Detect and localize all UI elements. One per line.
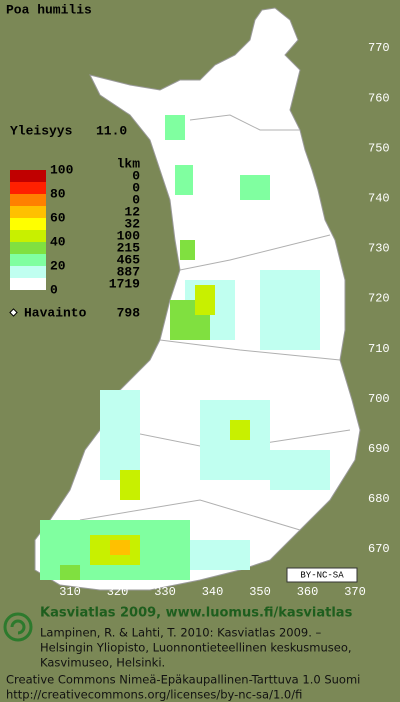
legend-swatch	[10, 182, 46, 194]
legend-swatch	[10, 266, 46, 278]
legend-swatch	[10, 278, 46, 290]
legend-count: 887	[117, 264, 140, 279]
footer: Lampinen, R. & Lahti, T. 2010: Kasviatla…	[6, 626, 360, 702]
citation-line: Helsingin Yliopisto, Luonnontieteellinen…	[40, 641, 352, 655]
x-axis-label: 340	[202, 585, 224, 599]
logo	[3, 612, 33, 642]
legend-count: 12	[124, 204, 140, 219]
observation-icon	[9, 308, 18, 317]
legend-scale-label: 100	[50, 162, 74, 177]
y-axis-label: 770	[368, 41, 390, 55]
count-header: lkm	[117, 156, 141, 171]
legend-swatch	[10, 194, 46, 206]
legend-count: 0	[132, 180, 140, 195]
y-axis-label: 710	[368, 342, 390, 356]
legend-swatch	[10, 242, 46, 254]
legend-swatch	[10, 230, 46, 242]
legend-swatch	[10, 206, 46, 218]
legend-count: 100	[117, 228, 141, 243]
y-axis-label: 740	[368, 191, 390, 205]
legend-count: 0	[132, 168, 140, 183]
frequency-label: Yleisyys	[10, 123, 73, 138]
legend-scale-label: 20	[50, 258, 66, 273]
citation-line: Kasvimuseo, Helsinki.	[40, 656, 165, 670]
frequency-value: 11.0	[96, 123, 127, 138]
species-title: Poa humilis	[6, 2, 92, 17]
legend-scale-label: 0	[50, 282, 58, 297]
y-axis-label: 750	[368, 141, 390, 155]
legend-count: 215	[117, 240, 141, 255]
legend-count: 32	[124, 216, 140, 231]
observation-count: 798	[117, 305, 141, 320]
license-badge[interactable]	[286, 567, 358, 583]
y-axis-label: 670	[368, 542, 390, 556]
legend-scale-label: 80	[50, 186, 66, 201]
footer-heading[interactable]: Kasviatlas 2009, www.luomus.fi/kasviatla…	[40, 606, 353, 621]
legend-scale-label: 40	[50, 234, 66, 249]
x-axis-label: 330	[154, 585, 176, 599]
y-axis-label: 700	[368, 392, 390, 406]
legend-count: 1719	[109, 276, 140, 291]
legend-swatch	[10, 218, 46, 230]
observation-label: Havainto	[24, 305, 87, 320]
legend-scale-label: 60	[50, 210, 66, 225]
occurrence-cells	[40, 115, 330, 580]
license-badge-text[interactable]: BY-NC-SA	[300, 570, 344, 580]
y-axis-label: 720	[368, 292, 390, 306]
legend-swatch	[10, 254, 46, 266]
x-axis-label: 320	[107, 585, 129, 599]
y-axis-label: 690	[368, 442, 390, 456]
license-line: http://creativecommons.org/licenses/by-n…	[6, 688, 302, 702]
legend-count: 465	[117, 252, 141, 267]
legend-count: 0	[132, 192, 140, 207]
license-line: Creative Commons Nimeä-Epäkaupallinen-Ta…	[6, 673, 360, 687]
x-axis-label: 350	[249, 585, 271, 599]
citation-line: Lampinen, R. & Lahti, T. 2010: Kasviatla…	[40, 626, 322, 640]
legend-swatch	[10, 170, 46, 182]
y-axis-label: 680	[368, 492, 390, 506]
x-axis-label: 360	[297, 585, 319, 599]
x-axis-label: 370	[344, 585, 366, 599]
x-axis-label: 310	[59, 585, 81, 599]
y-axis-label: 730	[368, 242, 390, 256]
y-axis-label: 760	[368, 91, 390, 105]
